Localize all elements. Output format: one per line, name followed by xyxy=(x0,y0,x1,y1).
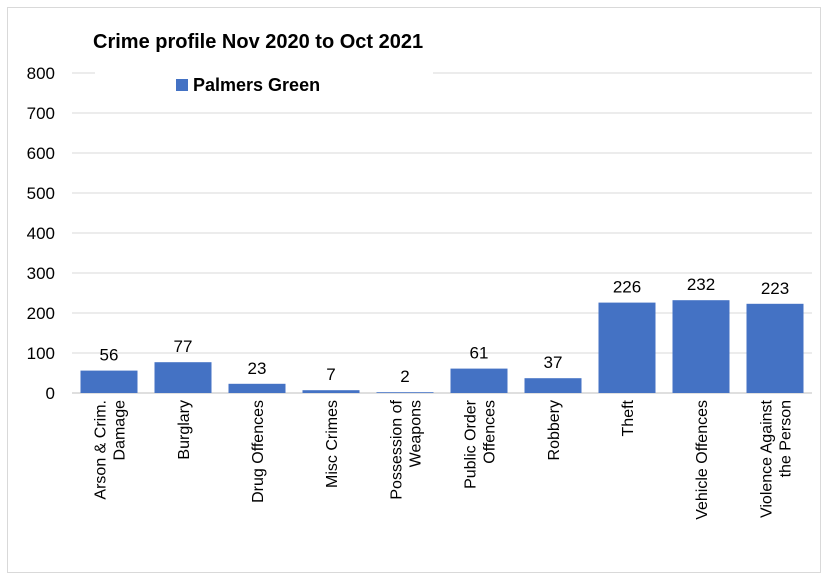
category-label: Theft xyxy=(620,399,637,436)
y-tick-label: 600 xyxy=(27,144,55,163)
y-tick-label: 700 xyxy=(27,104,55,123)
category-label: Violence Against the Person xyxy=(759,399,795,518)
data-label: 37 xyxy=(544,353,563,372)
bar xyxy=(598,302,656,393)
legend-swatch xyxy=(176,79,188,91)
y-tick-label: 0 xyxy=(46,384,55,403)
data-label: 77 xyxy=(174,337,193,356)
category-label: Robbery xyxy=(546,400,563,460)
data-labels: 56 77 23 7 2 61 37 226 232 223 xyxy=(100,275,790,386)
legend-label: Palmers Green xyxy=(193,75,320,95)
bars xyxy=(80,300,804,393)
y-tick-label: 200 xyxy=(27,304,55,323)
data-label: 226 xyxy=(613,278,641,297)
category-label: Possession of Weapons xyxy=(389,399,425,499)
bar xyxy=(746,303,804,393)
category-label: Public Order Offences xyxy=(463,399,499,489)
bar xyxy=(450,368,508,393)
data-label: 23 xyxy=(248,359,267,378)
chart-title: Crime profile Nov 2020 to Oct 2021 xyxy=(93,31,423,53)
bar xyxy=(524,378,582,393)
category-label: Burglary xyxy=(176,400,193,460)
bar xyxy=(376,392,434,393)
data-label: 7 xyxy=(326,365,335,384)
chart-frame xyxy=(7,7,821,573)
data-label: 56 xyxy=(100,346,119,365)
category-label: Arson & Crim. Damage xyxy=(93,400,129,500)
bar xyxy=(672,300,730,393)
y-tick-label: 400 xyxy=(27,224,55,243)
data-label: 61 xyxy=(470,344,489,363)
category-label: Drug Offences xyxy=(250,400,267,503)
bar xyxy=(228,383,286,393)
data-label: 223 xyxy=(761,279,789,298)
data-label: 232 xyxy=(687,275,715,294)
y-tick-label: 500 xyxy=(27,184,55,203)
bar xyxy=(302,390,360,393)
y-axis-ticks: 0 100 200 300 400 500 600 700 800 xyxy=(27,64,55,403)
legend: Palmers Green xyxy=(176,75,320,95)
y-tick-label: 300 xyxy=(27,264,55,283)
y-tick-label: 800 xyxy=(27,64,55,83)
category-label: Misc Crimes xyxy=(324,400,341,488)
data-label: 2 xyxy=(400,367,409,386)
y-tick-label: 100 xyxy=(27,344,55,363)
category-label: Vehicle Offences xyxy=(694,400,711,520)
bar xyxy=(154,362,212,393)
bar xyxy=(80,370,138,393)
category-labels: Arson & Crim. Damage Burglary Drug Offences… xyxy=(93,399,795,519)
